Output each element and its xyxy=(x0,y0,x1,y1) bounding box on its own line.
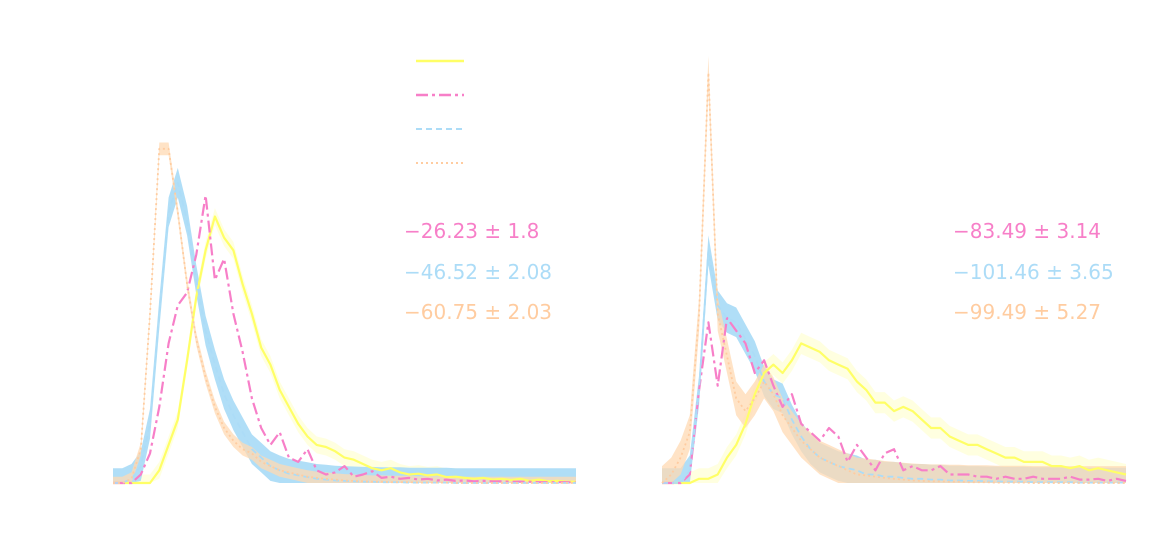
series-band-solid xyxy=(662,332,1126,483)
right-panel xyxy=(661,55,1127,485)
left-annotations: −26.23 ± 1.8 −46.52 ± 2.08 −60.75 ± 2.03 xyxy=(404,219,552,324)
series-line-dotted xyxy=(113,147,576,484)
series-line-dashdot xyxy=(662,316,1127,485)
series-line-solid xyxy=(662,342,1127,485)
left-stat-blue: −46.52 ± 2.08 xyxy=(404,260,552,284)
left-panel xyxy=(113,142,577,485)
left-stat-pink: −26.23 ± 1.8 xyxy=(404,219,539,243)
left-stat-orange: −60.75 ± 2.03 xyxy=(404,300,552,324)
right-annotations: −83.49 ± 3.14 −101.46 ± 3.65 −99.49 ± 5.… xyxy=(953,219,1114,324)
right-stat-orange: −99.49 ± 5.27 xyxy=(953,300,1101,324)
series-line-dashdot xyxy=(113,194,577,485)
series-band-dashed xyxy=(113,167,576,483)
legend xyxy=(416,59,464,164)
right-stat-blue: −101.46 ± 3.65 xyxy=(953,260,1114,284)
series-line-solid xyxy=(113,215,576,485)
right-stat-pink: −83.49 ± 3.14 xyxy=(953,219,1101,243)
series-line-dashed xyxy=(113,181,576,484)
series-line-dotted xyxy=(661,71,1126,484)
